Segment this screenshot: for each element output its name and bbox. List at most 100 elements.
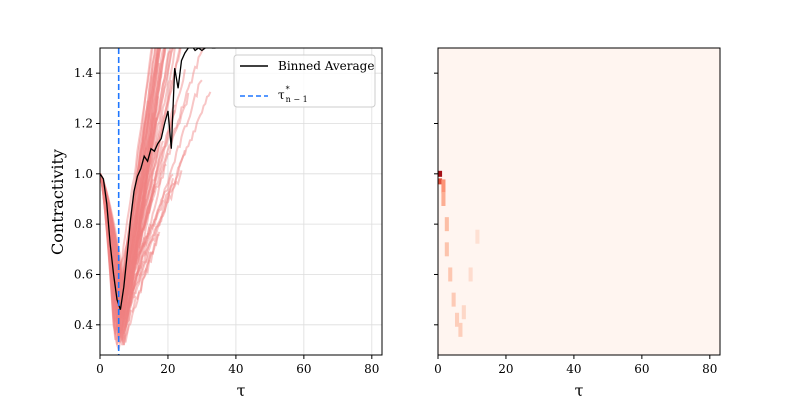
individual-curve — [100, 48, 174, 324]
individual-curve — [100, 173, 174, 304]
individual-curve — [100, 173, 146, 296]
right-x-tick-label: 20 — [498, 362, 513, 376]
individual-curve — [100, 48, 172, 318]
legend-tau-subscript: n − 1 — [286, 95, 308, 104]
individual-curve — [100, 69, 186, 315]
individual-curve — [100, 48, 205, 314]
individual-curve — [100, 149, 186, 338]
left-y-tick-label: 1.4 — [74, 66, 93, 80]
right-y-ticks — [434, 72, 438, 326]
legend: Binned Average τ* n − 1 — [233, 54, 376, 108]
left-y-tick-label: 0.8 — [74, 217, 93, 231]
left-y-tick-label: 0.4 — [74, 318, 93, 332]
individual-curve — [100, 173, 156, 335]
right-x-tick-label: 80 — [702, 362, 717, 376]
individual-curve — [100, 173, 156, 307]
individual-curve — [100, 117, 158, 317]
individual-curve — [100, 48, 166, 334]
individual-curve — [100, 173, 135, 341]
individual-curve — [100, 163, 167, 341]
individual-curve — [100, 168, 146, 300]
heatmap-cell — [444, 242, 449, 257]
individual-curve — [100, 170, 183, 325]
individual-curve — [100, 48, 162, 313]
individual-curve — [100, 50, 171, 335]
right-x-axis-title: τ — [575, 381, 584, 400]
left-x-tick-label: 0 — [96, 362, 104, 376]
left-x-ticks: 0 20 40 60 80 — [96, 355, 379, 376]
right-x-ticks: 0 20 40 60 80 — [434, 355, 717, 376]
individual-curve — [100, 53, 159, 287]
individual-curve — [100, 79, 203, 308]
heatmap-cell — [438, 178, 443, 185]
individual-curve — [100, 173, 144, 320]
individual-curve — [100, 92, 190, 295]
heatmap-cells — [438, 170, 480, 337]
individual-curve — [100, 48, 167, 289]
heatmap-cell — [454, 312, 460, 327]
individual-curve — [100, 49, 164, 320]
individual-curve — [100, 48, 182, 298]
heatmap-cell — [441, 179, 446, 194]
individual-curve — [100, 79, 173, 344]
individual-curve — [100, 48, 175, 307]
individual-curve — [100, 133, 163, 315]
left-y-tick-label: 1.0 — [74, 167, 93, 181]
individual-curve — [100, 132, 152, 346]
right-heatmap-background — [438, 48, 720, 355]
individual-curve — [100, 48, 161, 303]
heatmap-cell — [448, 267, 453, 282]
right-x-tick-label: 60 — [634, 362, 649, 376]
heatmap-cell — [461, 305, 466, 320]
left-x-tick-label: 20 — [160, 362, 175, 376]
heatmap-cell — [475, 229, 480, 244]
left-axes-frame — [99, 47, 383, 356]
individual-curve — [100, 140, 164, 346]
heatmap-cell — [441, 191, 446, 206]
legend-label-binned-average: Binned Average — [278, 59, 374, 73]
binned-average-line — [100, 48, 216, 310]
legend-label-tau: τ* n − 1 — [278, 85, 308, 104]
individual-curve — [100, 173, 154, 319]
left-y-tick-label: 0.6 — [74, 267, 93, 281]
right-x-tick-label: 0 — [434, 362, 442, 376]
individual-curve — [100, 48, 159, 311]
individual-curve — [100, 173, 151, 336]
individual-curve — [100, 96, 159, 343]
individual-curve — [100, 173, 174, 292]
legend-tau-superscript: * — [286, 85, 290, 94]
legend-box — [233, 54, 376, 108]
left-y-axis-title: Contractivity — [48, 149, 67, 255]
individual-curve — [100, 48, 154, 306]
heatmap-cell — [438, 170, 443, 177]
right-panel: 0 20 40 60 80 τ — [434, 47, 721, 400]
individual-curve — [100, 173, 160, 332]
individual-curve — [100, 48, 162, 303]
legend-tau-symbol: τ — [278, 88, 285, 102]
individual-curve — [100, 62, 161, 328]
individual-curve — [100, 173, 161, 346]
individual-curve — [100, 48, 160, 309]
left-x-tick-label: 40 — [228, 362, 243, 376]
heatmap-cell — [458, 322, 463, 337]
individual-curve — [100, 147, 147, 316]
individual-curve — [100, 48, 153, 331]
left-x-tick-label: 60 — [296, 362, 311, 376]
individual-curve — [100, 173, 151, 299]
left-x-tick-label: 80 — [364, 362, 379, 376]
individual-curve — [100, 48, 167, 316]
heatmap-cell — [468, 267, 473, 282]
individual-curve — [100, 173, 147, 316]
individual-curve — [100, 173, 154, 350]
binned-average-polyline — [100, 48, 216, 310]
individual-curve — [100, 48, 181, 288]
individual-curve — [100, 173, 141, 323]
right-x-tick-label: 40 — [566, 362, 581, 376]
heatmap-cell — [451, 292, 456, 307]
individual-curve — [100, 48, 177, 345]
left-y-ticks: 0.4 0.6 0.8 1.0 1.2 1.4 — [74, 66, 100, 332]
heatmap-cell — [444, 217, 449, 232]
individual-curve — [100, 173, 141, 339]
left-y-tick-label: 1.2 — [74, 116, 93, 130]
